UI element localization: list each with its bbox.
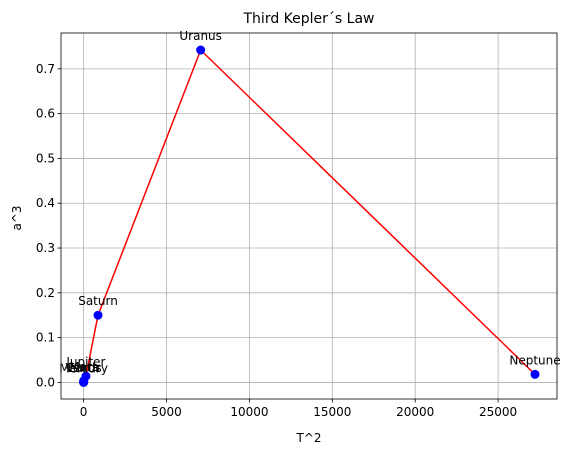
x-tick-label: 25000 [479,405,517,419]
x-tick-label: 10000 [230,405,268,419]
point-label: Neptune [509,353,560,367]
x-tick-label: 5000 [151,405,182,419]
point-label: Uranus [179,29,222,43]
chart-title: Third Kepler´s Law [243,11,375,27]
x-tick-label: 0 [80,405,88,419]
data-point [530,369,540,379]
point-label: Venus [66,361,102,375]
y-tick-label: 0.6 [36,107,55,121]
grid-lines [61,33,557,399]
y-tick-label: 0.7 [36,62,55,76]
data-series [79,45,540,387]
point-label: Jupiter [65,355,105,369]
x-tick-label: 15000 [313,405,351,419]
y-tick-label: 0.3 [36,241,55,255]
point-label: Earth [68,361,100,375]
series-line [82,48,536,383]
data-point [196,45,206,55]
point-label: Saturn [78,294,118,308]
y-axis-label: a^3 [10,205,24,230]
data-point [81,371,91,381]
axis-ticks: 0 5000 10000 15000 20000 25000 0.0 0.1 0.2 0.3 0.4… [36,62,517,419]
point-label: Mercury [59,361,108,375]
point-label: Mars [69,360,98,374]
plot-area-frame [60,32,558,400]
y-tick-label: 0.0 [36,375,55,389]
x-tick-label: 20000 [396,405,434,419]
y-tick-label: 0.5 [36,151,55,165]
data-point [93,310,103,320]
y-tick-label: 0.1 [36,331,55,345]
y-tick-label: 0.2 [36,286,55,300]
y-tick-label: 0.4 [36,196,55,210]
x-axis-label: T^2 [295,431,321,445]
